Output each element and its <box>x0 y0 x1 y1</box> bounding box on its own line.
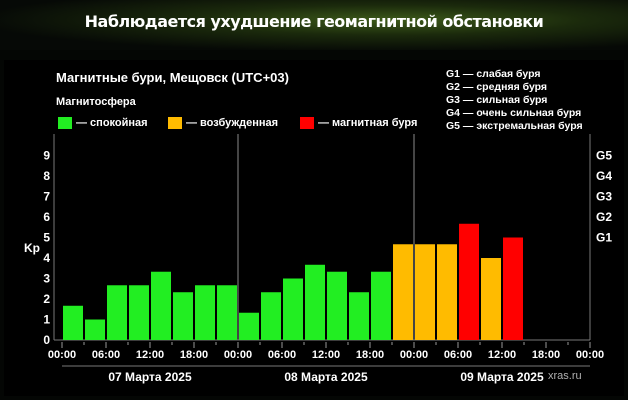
legend-label-active: — возбужденная <box>186 117 279 129</box>
legend-swatch-active <box>168 117 182 129</box>
magnetosphere-label: Магнитосфера <box>56 96 136 108</box>
kp-bar <box>195 285 215 340</box>
kp-bar <box>327 271 347 340</box>
x-tick-label: 00:00 <box>576 349 604 361</box>
y-tick-label: 9 <box>43 149 50 163</box>
kp-bar <box>459 223 479 340</box>
kp-bar <box>85 319 105 340</box>
y-tick-label: 5 <box>43 231 50 245</box>
x-tick-label: 06:00 <box>444 349 472 361</box>
x-tick-label: 18:00 <box>180 349 208 361</box>
kp-bar <box>261 292 281 340</box>
y-tick-label: 2 <box>43 292 50 306</box>
x-tick-label: 18:00 <box>356 349 384 361</box>
kp-bar <box>283 278 303 340</box>
y-tick-label: 3 <box>43 272 50 286</box>
kp-bar <box>63 305 83 340</box>
g-scale-item: G4 — очень сильная буря <box>446 107 582 119</box>
x-tick-label: 06:00 <box>92 349 120 361</box>
y-tick-label: 7 <box>43 190 50 204</box>
legend-swatch-storm <box>300 117 314 129</box>
header-banner: Наблюдается ухудшение геомагнитной обста… <box>0 0 628 50</box>
kp-bar <box>393 244 413 340</box>
page-title: Наблюдается ухудшение геомагнитной обста… <box>84 12 544 31</box>
y-tick-label: 1 <box>43 313 50 327</box>
x-tick-label: 00:00 <box>400 349 428 361</box>
watermark: xras.ru <box>548 370 582 382</box>
x-tick-label: 18:00 <box>532 349 560 361</box>
g-tick-label: G5 <box>596 149 612 163</box>
kp-bar <box>503 237 523 340</box>
kp-bar <box>349 292 369 340</box>
x-tick-label: 00:00 <box>48 349 76 361</box>
kp-bar <box>151 271 171 340</box>
kp-bar <box>129 285 149 340</box>
kp-bar <box>371 271 391 340</box>
y-tick-label: 0 <box>43 333 50 347</box>
g-scale-item: G2 — средняя буря <box>446 81 548 93</box>
x-tick-label: 12:00 <box>136 349 164 361</box>
kp-bar <box>217 285 237 340</box>
day-label: 07 Марта 2025 <box>108 370 192 384</box>
y-tick-label: 4 <box>43 251 50 265</box>
legend-item-storm: — магнитная буря <box>300 117 417 129</box>
g-tick-label: G1 <box>596 231 612 245</box>
y-axis-label: Kp <box>24 241 40 255</box>
x-tick-label: 00:00 <box>224 349 252 361</box>
kp-bar <box>415 244 435 340</box>
x-tick-label: 06:00 <box>268 349 296 361</box>
g-tick-label: G3 <box>596 190 612 204</box>
g-scale-item: G1 — слабая буря <box>446 68 541 80</box>
kp-bar <box>239 312 259 340</box>
legend-item-active: — возбужденная <box>168 117 278 129</box>
kp-bar <box>481 258 501 340</box>
g-tick-label: G2 <box>596 210 612 224</box>
legend-label-quiet: — спокойная <box>76 117 148 129</box>
g-scale-item: G3 — сильная буря <box>446 94 548 106</box>
kp-bar <box>173 292 193 340</box>
kp-bar <box>107 285 127 340</box>
g-scale-legend: G1 — слабая буря G2 — средняя буря G3 — … <box>446 68 583 133</box>
g-scale-item: G5 — экстремальная буря <box>446 120 583 132</box>
y-tick-label: 8 <box>43 169 50 183</box>
legend-label-storm: — магнитная буря <box>318 117 418 129</box>
legend-item-quiet: — спокойная <box>58 117 148 129</box>
day-label: 09 Марта 2025 <box>460 370 544 384</box>
legend-swatch-quiet <box>58 117 72 129</box>
kp-bar <box>305 264 325 340</box>
x-tick-label: 12:00 <box>312 349 340 361</box>
chart-title: Магнитные бури, Мещовск (UTC+03) <box>56 70 289 85</box>
g-tick-label: G4 <box>596 169 612 183</box>
day-label: 08 Марта 2025 <box>284 370 368 384</box>
x-tick-label: 12:00 <box>488 349 516 361</box>
y-tick-label: 6 <box>43 210 50 224</box>
kp-bar <box>437 244 457 340</box>
